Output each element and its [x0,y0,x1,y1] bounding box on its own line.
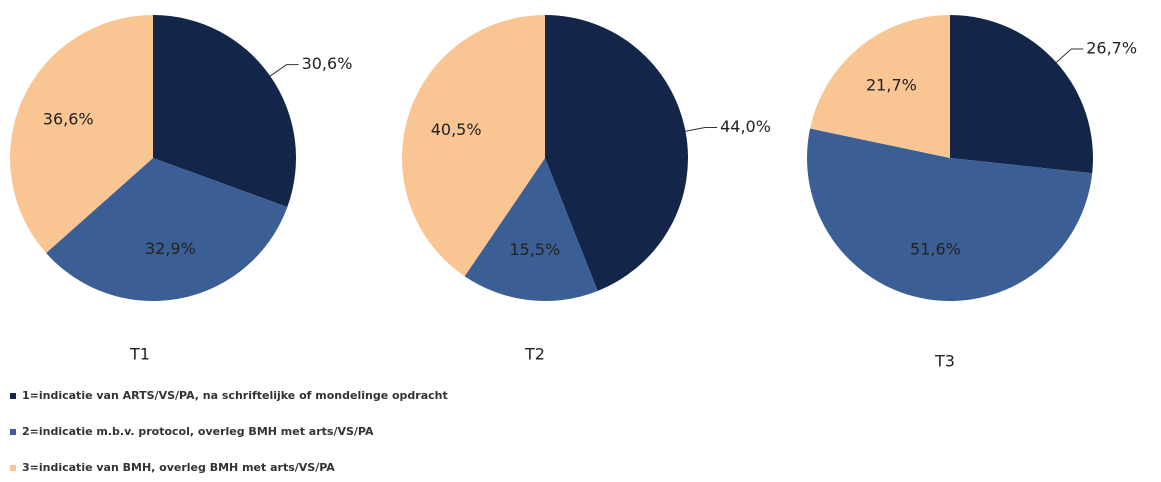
legend-swatch [10,393,16,399]
leader-line [685,126,718,132]
pie-slice [810,15,950,158]
leader-line [269,64,299,77]
pie-slice [153,15,296,208]
chart-title: T1 [129,345,150,364]
pie-slice [464,158,598,301]
pie-slice [9,15,153,253]
data-label: 15,5% [509,240,560,259]
pie-slice [402,15,545,277]
leader-line [1056,48,1084,63]
legend-label: 2=indicatie m.b.v. protocol, overleg BMH… [22,425,374,438]
data-label: 21,7% [866,75,917,94]
legend-label: 3=indicatie van BMH, overleg BMH met art… [22,461,335,474]
data-label: 51,6% [910,239,961,258]
data-label: 30,6% [302,54,353,73]
pie-slice [46,158,288,301]
data-label: 36,6% [43,109,94,128]
data-label: 44,0% [720,117,771,136]
legend-swatch [10,465,16,471]
legend-label: 1=indicatie van ARTS/VS/PA, na schriftel… [22,389,448,402]
chart-title: T2 [524,345,545,364]
data-label: 40,5% [431,120,482,139]
pie-slice [545,15,688,291]
chart-title: T3 [934,352,955,371]
pie-slice [950,15,1094,174]
legend-swatch [10,429,16,435]
data-label: 26,7% [1086,39,1137,58]
pie-slice [807,128,1093,301]
data-label: 32,9% [145,239,196,258]
